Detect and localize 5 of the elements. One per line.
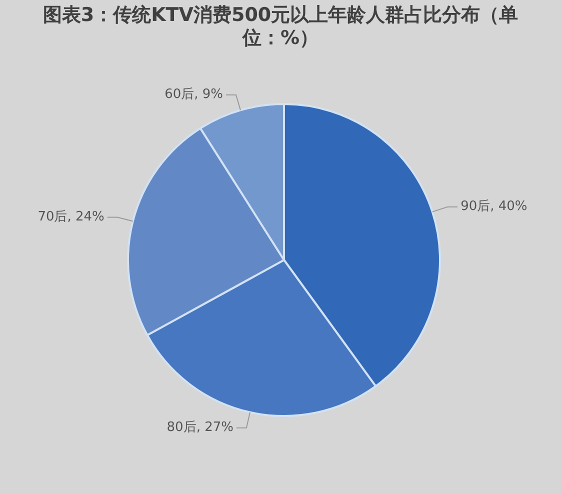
chart-title: 图表3：传统KTV消费500元以上年龄人群占比分布（单位：%）	[42, 4, 520, 50]
slice-label: 60后, 9%	[164, 87, 224, 102]
slice-label: 70后, 24%	[38, 210, 104, 225]
slice-label: 80后, 27%	[166, 420, 234, 436]
slice-label: 90后, 40%	[460, 199, 528, 214]
